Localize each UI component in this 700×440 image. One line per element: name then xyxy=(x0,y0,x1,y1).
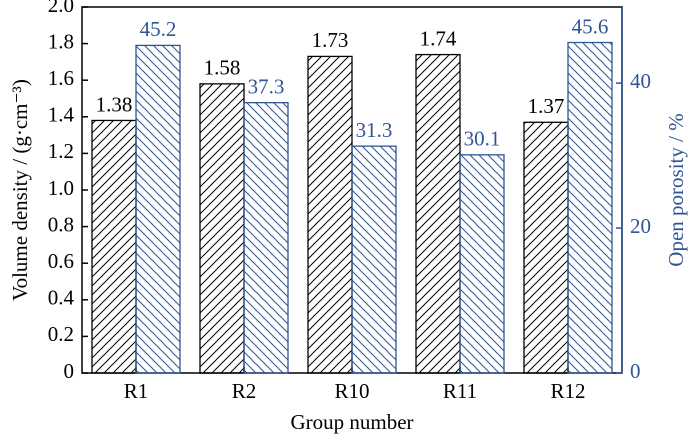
bar xyxy=(415,53,461,374)
bar xyxy=(135,44,181,374)
bar xyxy=(459,154,505,374)
x-tick-label: R11 xyxy=(443,379,477,403)
value-label: 31.3 xyxy=(356,118,393,142)
y-tick-label: 0 xyxy=(64,359,75,383)
y2-tick-label: 40 xyxy=(630,69,651,93)
bar xyxy=(199,83,245,374)
y-tick-label: 0.8 xyxy=(48,212,74,236)
value-label: 30.1 xyxy=(464,127,501,151)
y2-tick-label: 0 xyxy=(630,359,641,383)
y-tick-label: 1.6 xyxy=(48,66,74,90)
y2-tick-label: 20 xyxy=(630,214,651,238)
bar xyxy=(307,55,353,374)
value-label: 1.38 xyxy=(96,92,133,116)
y-tick-label: 1.0 xyxy=(48,176,74,200)
x-tick-label: R2 xyxy=(232,379,257,403)
y2-axis-label: Open porosity / % xyxy=(664,113,688,266)
bar xyxy=(243,102,289,374)
value-label: 45.6 xyxy=(572,14,609,38)
y-tick-label: 0.2 xyxy=(48,322,74,346)
value-label: 45.2 xyxy=(140,17,177,41)
value-label: 1.73 xyxy=(312,28,349,52)
y-tick-label: 0.4 xyxy=(48,286,75,310)
y-axis-label: Volume density / (g·cm⁻³) xyxy=(8,79,32,301)
y-tick-label: 2.0 xyxy=(48,0,74,17)
bar xyxy=(351,145,397,374)
value-label: 37.3 xyxy=(248,74,285,98)
value-label: 1.74 xyxy=(420,26,457,50)
x-axis-label: Group number xyxy=(290,410,413,434)
value-label: 1.37 xyxy=(528,94,565,118)
x-tick-label: R12 xyxy=(550,379,585,403)
y-tick-label: 1.4 xyxy=(48,103,75,127)
x-tick-label: R10 xyxy=(334,379,369,403)
bar xyxy=(91,119,137,374)
y-tick-label: 1.2 xyxy=(48,139,74,163)
bar xyxy=(523,121,569,374)
y-tick-label: 0.6 xyxy=(48,249,74,273)
x-tick-label: R1 xyxy=(124,379,149,403)
y-tick-label: 1.8 xyxy=(48,29,74,53)
bar xyxy=(567,41,613,374)
value-label: 1.58 xyxy=(204,56,241,80)
